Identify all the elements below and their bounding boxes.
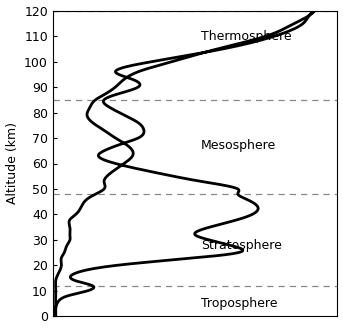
Text: Stratosphere: Stratosphere (201, 239, 282, 251)
Text: Mesosphere: Mesosphere (201, 139, 276, 152)
Text: Troposphere: Troposphere (201, 297, 277, 310)
Y-axis label: Altitude (km): Altitude (km) (5, 122, 19, 205)
Text: Thermosphere: Thermosphere (201, 30, 292, 43)
